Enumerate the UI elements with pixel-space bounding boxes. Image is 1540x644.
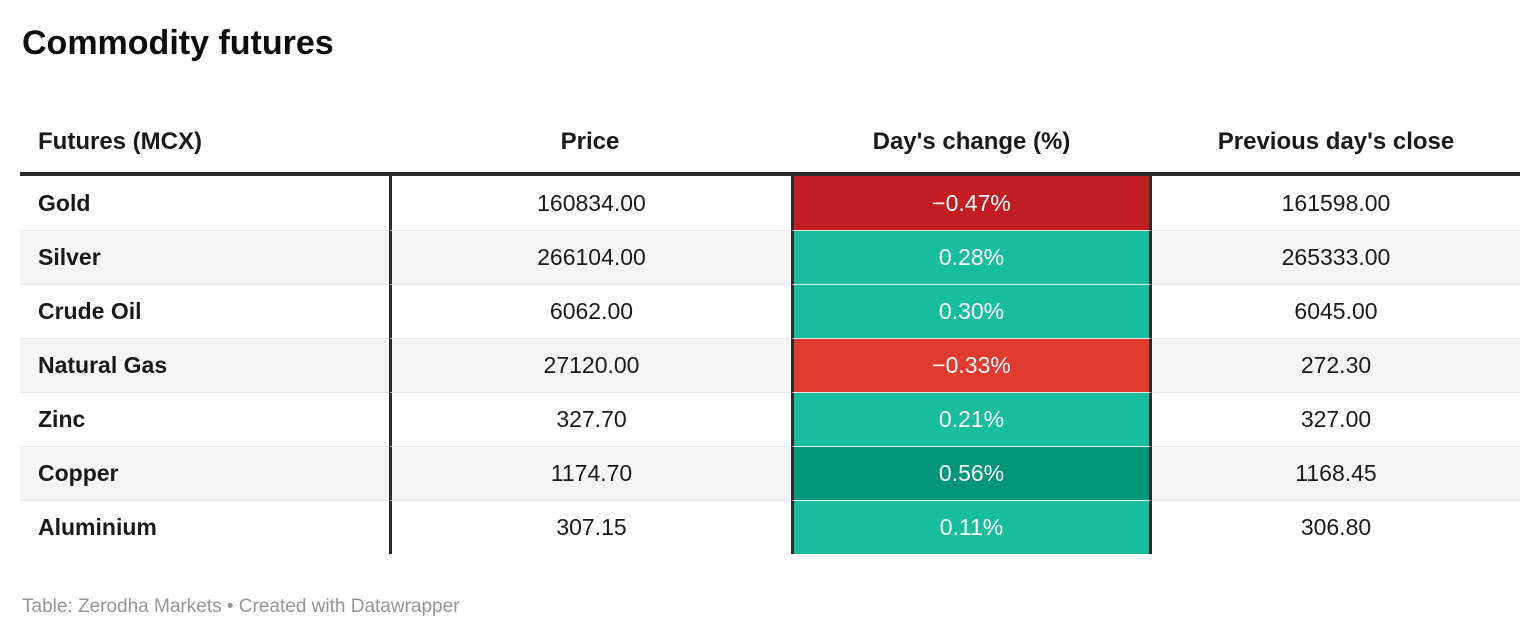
prev-close-cell: 265333.00	[1152, 230, 1520, 284]
attribution-footer: Table: Zerodha Markets • Created with Da…	[22, 596, 460, 617]
futures-name-cell: Gold	[38, 189, 91, 216]
days-change-cell: 0.28%	[791, 230, 1152, 284]
days-change-cell: −0.33%	[791, 338, 1152, 392]
table-row: Natural Gas 27120.00 −0.33% 272.30	[20, 338, 1520, 392]
page-title: Commodity futures	[22, 24, 334, 62]
futures-name-cell: Crude Oil	[20, 284, 389, 338]
futures-name-cell: Zinc	[20, 392, 389, 446]
column-header-futures: Futures (MCX)	[38, 128, 202, 155]
prev-close-cell: 327.00	[1152, 392, 1520, 446]
commodity-table: Futures (MCX) Price Day's change (%) Pre…	[20, 112, 1520, 554]
column-header-price: Price	[560, 128, 620, 155]
table-row: Gold 160834.00 −0.47% 161598.00	[20, 176, 1520, 230]
futures-name-cell: Copper	[20, 446, 389, 500]
table-body: Gold 160834.00 −0.47% 161598.00 Silver 266104…	[20, 176, 1520, 554]
days-change-cell: 0.30%	[791, 284, 1152, 338]
table-header-row: Futures (MCX) Price Day's change (%) Pre…	[20, 112, 1520, 176]
price-cell: 6062.00	[389, 284, 791, 338]
table-row: Crude Oil 6062.00 0.30% 6045.00	[20, 284, 1520, 338]
commodity-futures-table-page: Commodity futures Futures (MCX) Price Da…	[20, 24, 1520, 617]
prev-close-cell: 1168.45	[1152, 446, 1520, 500]
prev-close-cell: 306.80	[1152, 500, 1520, 554]
table-row: Copper 1174.70 0.56% 1168.45	[20, 446, 1520, 500]
prev-close-cell: 161598.00	[1281, 189, 1391, 216]
price-cell: 27120.00	[389, 338, 791, 392]
futures-name-cell: Aluminium	[20, 500, 389, 554]
column-header-days-change: Day's change (%)	[872, 128, 1071, 155]
price-cell: 160834.00	[389, 176, 791, 230]
table-row: Zinc 327.70 0.21% 327.00	[20, 392, 1520, 446]
futures-name-cell: Silver	[20, 230, 389, 284]
days-change-cell: 0.11%	[791, 500, 1152, 554]
column-header-prev-close: Previous day's close	[1217, 128, 1455, 155]
futures-name-cell: Natural Gas	[20, 338, 389, 392]
price-cell: 327.70	[389, 392, 791, 446]
price-cell: 307.15	[389, 500, 791, 554]
days-change-cell: −0.47%	[791, 176, 1152, 230]
price-cell: 266104.00	[389, 230, 791, 284]
table-row: Silver 266104.00 0.28% 265333.00	[20, 230, 1520, 284]
days-change-cell: 0.21%	[791, 392, 1152, 446]
days-change-cell: 0.56%	[791, 446, 1152, 500]
table-row: Aluminium 307.15 0.11% 306.80	[20, 500, 1520, 554]
price-cell: 1174.70	[389, 446, 791, 500]
prev-close-cell: 6045.00	[1152, 284, 1520, 338]
prev-close-cell: 272.30	[1152, 338, 1520, 392]
